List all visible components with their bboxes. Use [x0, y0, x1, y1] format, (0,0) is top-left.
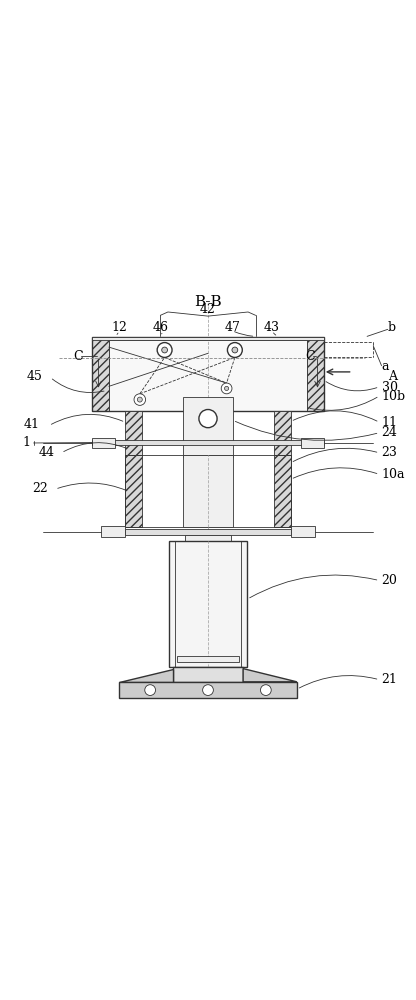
- Circle shape: [228, 343, 242, 357]
- Circle shape: [145, 685, 156, 695]
- Bar: [125, 455, 142, 527]
- Circle shape: [162, 347, 168, 353]
- Bar: [92, 337, 324, 340]
- Circle shape: [232, 347, 238, 353]
- Text: 44: 44: [39, 446, 54, 459]
- Circle shape: [157, 343, 172, 357]
- Circle shape: [137, 397, 142, 402]
- Text: 41: 41: [24, 418, 40, 431]
- Bar: [92, 438, 115, 448]
- Bar: [291, 526, 315, 537]
- Bar: [92, 440, 324, 445]
- Bar: [274, 411, 291, 455]
- Text: 21: 21: [381, 673, 397, 686]
- Bar: [119, 682, 297, 698]
- Bar: [173, 667, 243, 682]
- Text: 46: 46: [153, 321, 168, 334]
- Text: 24: 24: [381, 426, 397, 439]
- Text: b: b: [388, 321, 396, 334]
- Bar: [274, 455, 291, 527]
- Bar: [177, 656, 239, 662]
- Bar: [307, 337, 324, 411]
- Bar: [109, 340, 307, 411]
- Text: 22: 22: [32, 482, 48, 495]
- Circle shape: [199, 410, 217, 428]
- Text: 10b: 10b: [381, 390, 406, 403]
- Bar: [125, 529, 291, 535]
- Text: B-B: B-B: [194, 295, 222, 309]
- Bar: [92, 337, 324, 411]
- Polygon shape: [119, 669, 173, 682]
- Circle shape: [134, 394, 146, 405]
- Text: 43: 43: [264, 321, 280, 334]
- Text: 23: 23: [381, 446, 397, 459]
- Circle shape: [225, 386, 229, 390]
- Bar: [92, 337, 109, 411]
- Circle shape: [260, 685, 271, 695]
- Text: 20: 20: [381, 574, 397, 587]
- Text: 47: 47: [225, 321, 241, 334]
- Bar: [185, 535, 231, 542]
- Text: 45: 45: [26, 370, 42, 383]
- Circle shape: [221, 383, 232, 394]
- Text: 1: 1: [23, 436, 31, 449]
- Text: 10a: 10a: [381, 468, 405, 481]
- Bar: [169, 541, 247, 667]
- Text: C: C: [305, 350, 315, 363]
- Bar: [183, 455, 233, 527]
- Text: 42: 42: [200, 303, 216, 316]
- Bar: [301, 438, 324, 448]
- Text: 11: 11: [381, 416, 398, 429]
- Text: a: a: [381, 360, 389, 373]
- Circle shape: [203, 685, 213, 695]
- Bar: [183, 397, 233, 457]
- Bar: [101, 526, 125, 537]
- Bar: [125, 411, 142, 455]
- Text: 30: 30: [381, 381, 398, 394]
- Text: A: A: [388, 370, 397, 383]
- Text: 12: 12: [111, 321, 127, 334]
- Polygon shape: [243, 669, 297, 682]
- Bar: [125, 455, 291, 527]
- Text: C: C: [74, 350, 83, 363]
